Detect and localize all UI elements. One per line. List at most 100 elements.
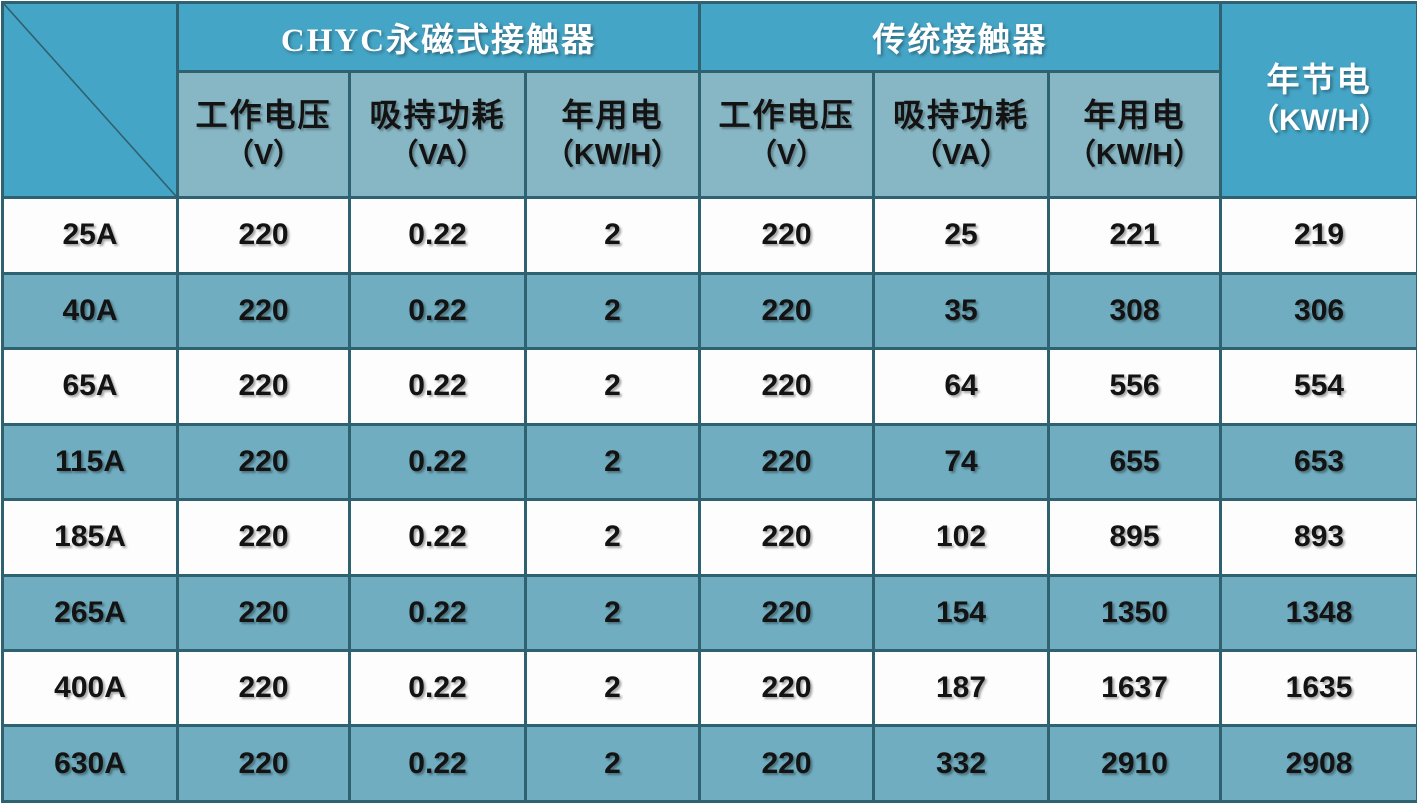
cell-value: 0.22 <box>348 498 527 577</box>
sub-header-unit: （KW/H） <box>1066 138 1203 171</box>
table-row-65a: 65A 220 0.22 2 220 64 556 554 <box>1 347 1417 426</box>
column-header-holding-power-traditional: 吸持功耗 （VA） <box>872 70 1051 200</box>
column-header-annual-usage-traditional: 年用电 （KW/H） <box>1047 70 1223 200</box>
corner-diagonal-cell <box>1 0 179 200</box>
cell-value: 1637 <box>1047 649 1223 728</box>
row-spec-label: 40A <box>1 271 179 351</box>
table-row-115a: 115A 220 0.22 2 220 74 655 653 <box>1 422 1417 502</box>
table-row-40a: 40A 220 0.22 2 220 35 308 306 <box>1 271 1417 351</box>
cell-value: 2908 <box>1219 724 1417 803</box>
cell-value: 220 <box>698 196 876 275</box>
cell-value: 0.22 <box>348 649 527 728</box>
cell-value: 220 <box>698 347 876 426</box>
cell-value: 1635 <box>1219 649 1417 728</box>
cell-value: 0.22 <box>348 724 527 803</box>
sub-header-label: 吸持功耗 <box>893 97 1030 134</box>
cell-value: 220 <box>176 649 351 728</box>
cell-value: 0.22 <box>348 422 527 502</box>
cell-value: 308 <box>1047 271 1223 351</box>
column-header-annual-usage-chyc: 年用电 （KW/H） <box>523 70 702 200</box>
sub-header-label: 年用电 <box>1083 97 1186 134</box>
row-spec-label: 115A <box>1 422 179 502</box>
sub-header-unit: （KW/H） <box>544 138 681 171</box>
sub-header-label: 工作电压 <box>195 97 332 134</box>
sub-header-label: 年用电 <box>561 97 664 134</box>
cell-value: 2 <box>523 573 702 653</box>
sub-header-label: 吸持功耗 <box>369 97 506 134</box>
cell-value: 306 <box>1219 271 1417 351</box>
sub-header-label: 工作电压 <box>718 97 855 134</box>
cell-value: 893 <box>1219 498 1417 577</box>
cell-value: 655 <box>1047 422 1223 502</box>
cell-value: 35 <box>872 271 1051 351</box>
sub-header-row: 工作电压 （V） 吸持功耗 （VA） 年用电 （KW/H） 工作电压 （V） 吸… <box>3 70 1417 200</box>
cell-value: 220 <box>176 573 351 653</box>
cell-value: 0.22 <box>348 196 527 275</box>
group-header-row: CHYC永磁式接触器 传统接触器 年节电 （KW/H） <box>1 0 1417 200</box>
cell-value: 220 <box>176 498 351 577</box>
sub-header-unit: （VA） <box>389 138 486 171</box>
cell-value: 154 <box>872 573 1051 653</box>
savings-header-line1: 年节电 <box>1266 62 1372 99</box>
diagonal-line <box>4 4 176 196</box>
cell-value: 0.22 <box>348 271 527 351</box>
sub-header-unit: （V） <box>224 138 303 171</box>
cell-value: 2 <box>523 498 702 577</box>
column-header-voltage-chyc: 工作电压 （V） <box>176 70 351 200</box>
cell-value: 220 <box>176 196 351 275</box>
cell-value: 220 <box>176 347 351 426</box>
cell-value: 1350 <box>1047 573 1223 653</box>
cell-value: 220 <box>176 271 351 351</box>
cell-value: 0.22 <box>348 347 527 426</box>
group-header-chyc: CHYC永磁式接触器 <box>175 0 702 74</box>
cell-value: 2910 <box>1047 724 1223 803</box>
cell-value: 220 <box>698 573 876 653</box>
cell-value: 2 <box>523 271 702 351</box>
cell-value: 221 <box>1047 196 1223 275</box>
table-row-265a: 265A 220 0.22 2 220 154 1350 1348 <box>1 573 1417 653</box>
cell-value: 220 <box>698 724 876 803</box>
cell-value: 64 <box>872 347 1051 426</box>
cell-value: 220 <box>176 422 351 502</box>
cell-value: 220 <box>176 724 351 803</box>
cell-value: 219 <box>1219 196 1417 275</box>
row-spec-label: 400A <box>1 649 179 728</box>
cell-value: 2 <box>523 649 702 728</box>
cell-value: 554 <box>1219 347 1417 426</box>
cell-value: 220 <box>698 649 876 728</box>
table-row-185a: 185A 220 0.22 2 220 102 895 893 <box>1 498 1417 577</box>
cell-value: 2 <box>523 196 702 275</box>
row-spec-label: 630A <box>1 724 179 803</box>
cell-value: 1348 <box>1219 573 1417 653</box>
row-spec-label: 265A <box>1 573 179 653</box>
group-header-traditional: 传统接触器 <box>698 0 1223 74</box>
table-row-630a: 630A 220 0.22 2 220 332 2910 2908 <box>1 724 1417 803</box>
cell-value: 25 <box>872 196 1051 275</box>
cell-value: 220 <box>698 422 876 502</box>
row-spec-label: 65A <box>1 347 179 426</box>
cell-value: 556 <box>1047 347 1223 426</box>
column-header-holding-power-chyc: 吸持功耗 （VA） <box>348 70 527 200</box>
cell-value: 2 <box>523 724 702 803</box>
cell-value: 220 <box>698 271 876 351</box>
savings-header-line2: （KW/H） <box>1249 103 1390 137</box>
table-row-25a: 25A 220 0.22 2 220 25 221 219 <box>1 196 1417 275</box>
cell-value: 187 <box>872 649 1051 728</box>
column-header-annual-savings: 年节电 （KW/H） <box>1219 0 1417 200</box>
cell-value: 332 <box>872 724 1051 803</box>
sub-header-unit: （VA） <box>912 138 1010 171</box>
table-row-400a: 400A 220 0.22 2 220 187 1637 1635 <box>1 649 1417 728</box>
cell-value: 220 <box>698 498 876 577</box>
cell-value: 2 <box>523 422 702 502</box>
cell-value: 2 <box>523 347 702 426</box>
column-header-voltage-traditional: 工作电压 （V） <box>698 70 876 200</box>
row-spec-label: 185A <box>1 498 179 577</box>
cell-value: 653 <box>1219 422 1417 502</box>
cell-value: 0.22 <box>348 573 527 653</box>
cell-value: 102 <box>872 498 1051 577</box>
sub-header-unit: （V） <box>747 138 826 171</box>
cell-value: 895 <box>1047 498 1223 577</box>
cell-value: 74 <box>872 422 1051 502</box>
